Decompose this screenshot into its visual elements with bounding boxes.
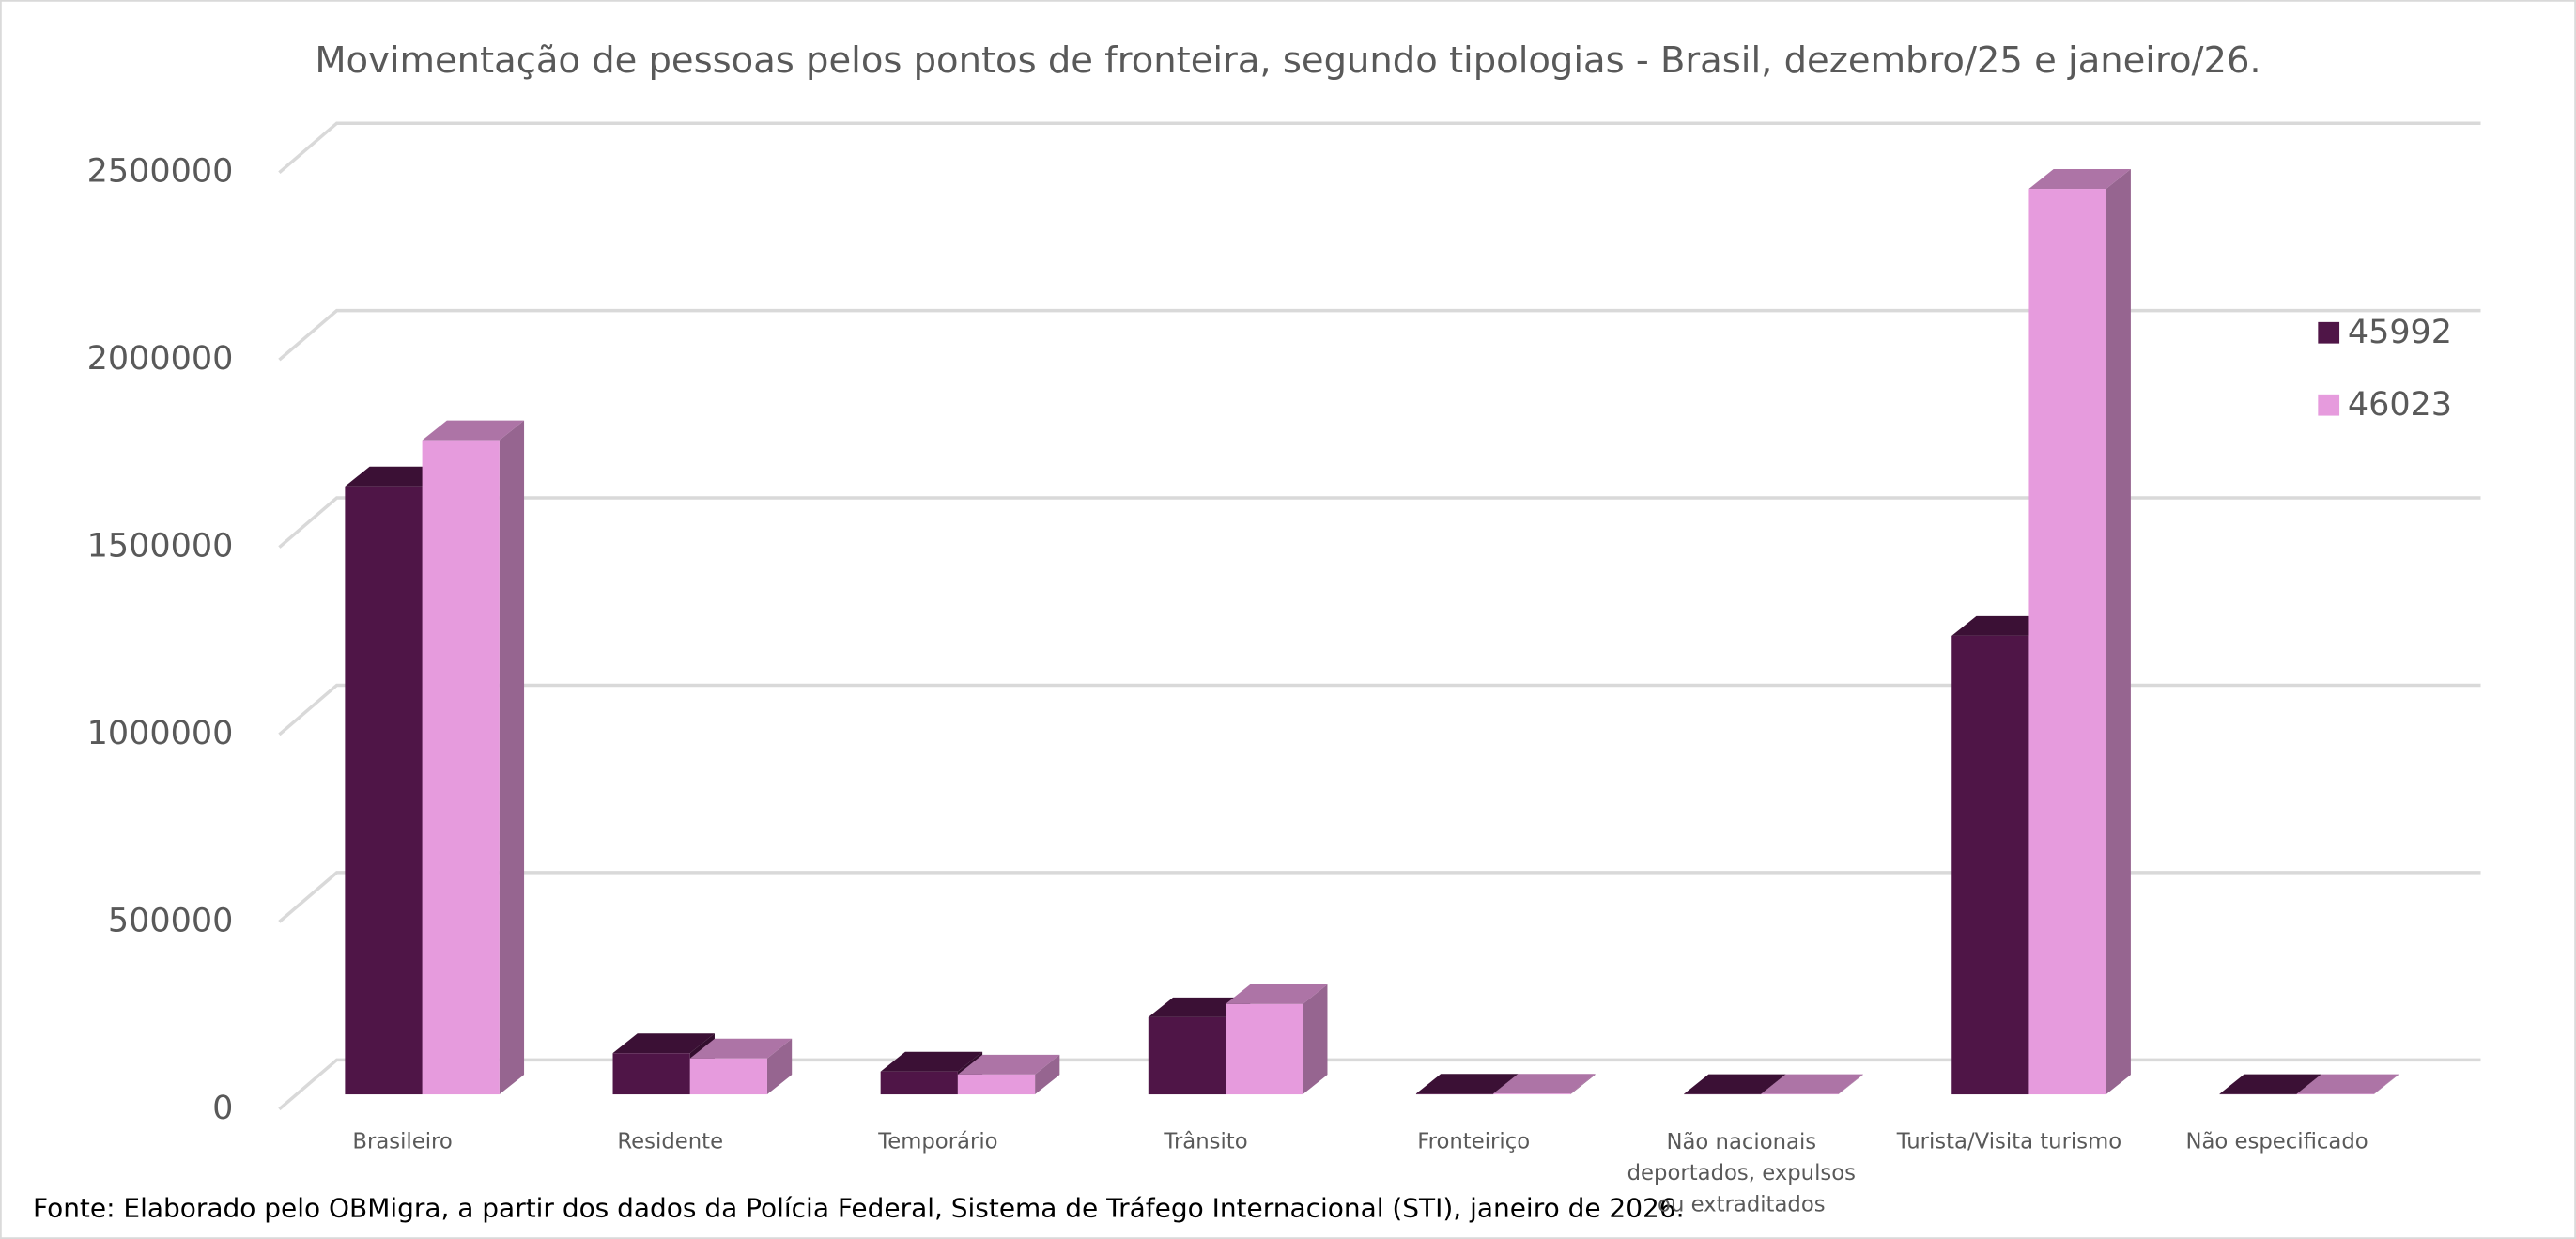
bar [1493,1093,1571,1095]
bar [1415,1093,1494,1095]
x-tick-label: Temporário [877,1129,997,1154]
grid-line [278,121,2481,175]
grid-line [278,1058,2481,1111]
bar-top [2296,1074,2399,1094]
legend-label: 46023 [2348,386,2452,424]
y-tick-label: 1500000 [87,528,234,565]
bar-top [1951,615,2054,636]
bar-top [689,1038,793,1059]
x-tick-label-line: Não nacionais [1666,1129,1816,1154]
bar-side [2106,169,2131,1095]
x-tick-label: Brasileiro [352,1129,452,1154]
y-tick-label: 0 [212,1090,233,1127]
bar [957,1074,1036,1095]
grid-line [278,871,2481,923]
bar-side [1838,1074,1863,1095]
legend-label: 45992 [2348,314,2452,351]
chart-title: Movimentação de pessoas pelos pontos de … [315,39,2260,82]
bar-top [880,1051,983,1072]
y-tick-label: 1000000 [87,715,234,752]
bar [612,1053,690,1095]
x-tick-label-line: ou extraditados [1658,1192,1826,1216]
bar [422,440,500,1095]
bar-top [2028,169,2131,190]
legend-swatch [2318,394,2340,416]
bar-top [1415,1074,1519,1094]
grid-line [278,308,2481,362]
bar-side [2373,1074,2399,1095]
bar [345,486,423,1095]
footnote: Fonte: Elaborado pelo OBMigra, a partir … [33,1193,1685,1224]
x-tick-label: Trânsito [1163,1129,1247,1154]
x-tick-label-line: deportados, expulsos [1627,1161,1856,1185]
bar-top [612,1033,715,1054]
x-tick-label: Turista/Visita turismo [1896,1129,2121,1154]
bar-top [1761,1074,1863,1094]
legend-swatch [2318,321,2340,344]
y-tick-label: 500000 [108,902,234,939]
bar [689,1058,767,1095]
bar-top [1148,997,1251,1017]
bar [880,1071,958,1095]
bar-side [1035,1054,1060,1095]
y-tick-label: 2000000 [87,340,234,378]
grid-line [278,496,2481,549]
x-tick-label: Residente [617,1129,723,1154]
bar [1226,1003,1303,1095]
bar-top [2219,1074,2321,1094]
x-tick-label: Não especificado [2185,1129,2368,1154]
bar-side [499,420,525,1095]
x-tick-label: Não nacionais deportados, expulsos ou extr… [1627,1129,1856,1216]
bar-top [1493,1074,1596,1094]
bar-top [957,1054,1060,1075]
bar-top [422,420,525,441]
bar [1951,635,2029,1095]
bar-top [1684,1074,1786,1094]
bar-top [345,466,447,487]
grid-line [278,683,2481,736]
bar-side [1570,1074,1596,1095]
bar [1148,1016,1226,1095]
bar-side [1303,983,1328,1095]
bar-top [1226,983,1328,1004]
y-tick-label: 2500000 [87,153,234,191]
x-tick-label: Fronteiriço [1417,1129,1530,1154]
bar-side [766,1038,793,1095]
bar [2028,189,2106,1095]
